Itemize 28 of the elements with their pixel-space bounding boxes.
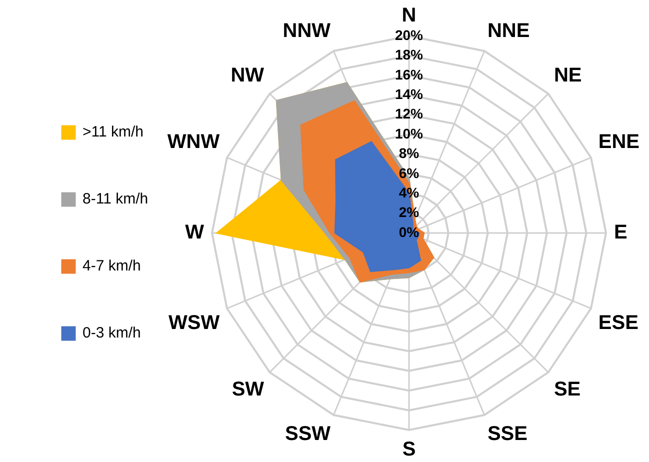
spoke-label: ENE <box>598 131 640 154</box>
spoke-label: ESE <box>598 312 638 334</box>
spoke-label: E <box>614 222 628 244</box>
spoke-label: SSE <box>487 422 528 445</box>
spoke-label: NW <box>230 64 264 87</box>
legend-label: 8-11 km/h <box>82 190 148 208</box>
y-tick-label: 20% <box>394 26 424 43</box>
spoke-label: WSW <box>168 312 220 334</box>
spoke-label: SE <box>554 378 581 400</box>
y-tick-label: 18% <box>394 46 424 63</box>
y-tick-label: 12% <box>394 106 424 122</box>
y-tick-label: 0% <box>398 224 420 240</box>
spoke-label: SW <box>232 378 264 400</box>
legend-label: 4-7 km/h <box>82 258 141 275</box>
spoke-label: WNW <box>167 131 220 154</box>
spoke-label: N <box>402 4 416 27</box>
spoke-label: NE <box>554 64 582 87</box>
y-tick-label: 8% <box>398 145 420 162</box>
legend-label: >11 km/h <box>82 124 144 141</box>
spoke-label: S <box>402 438 416 461</box>
legend-label: 0-3 km/h <box>82 324 141 342</box>
spoke-label: SSW <box>284 422 331 445</box>
spoke-label: NNW <box>282 20 331 42</box>
spoke-label: NNE <box>487 20 530 42</box>
spoke-label: W <box>185 222 204 244</box>
y-tick-label: 16% <box>394 66 424 82</box>
y-tick-label: 14% <box>394 86 424 102</box>
y-tick-label: 10% <box>394 125 424 142</box>
